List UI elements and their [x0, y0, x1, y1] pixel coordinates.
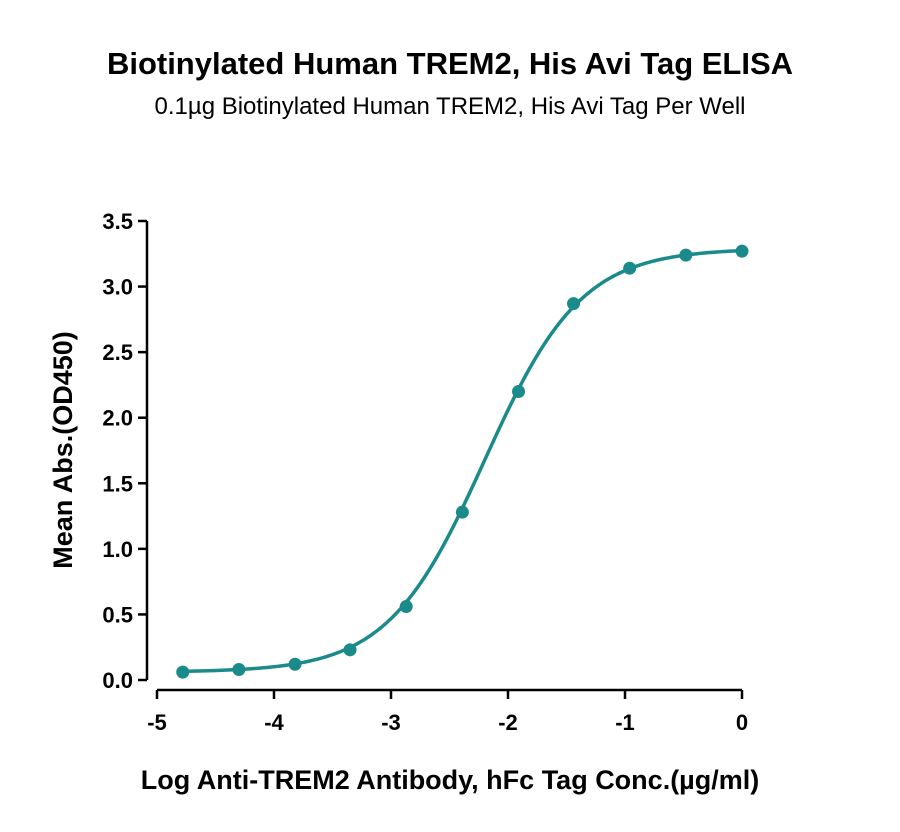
data-point — [232, 663, 246, 677]
x-tick-label: -4 — [264, 710, 284, 735]
data-point — [288, 657, 302, 671]
y-tick-label: 2.0 — [102, 406, 133, 431]
y-tick-label: 3.0 — [102, 275, 133, 300]
data-point — [679, 248, 693, 262]
data-points-layer — [176, 244, 749, 679]
y-tick-label: 1.5 — [102, 471, 133, 496]
fit-curve-layer — [182, 248, 743, 674]
chart-subtitle: 0.1µg Biotinylated Human TREM2, His Avi … — [155, 93, 746, 120]
x-tick-label: -5 — [147, 710, 167, 735]
y-axis-label: Mean Abs.(OD450) — [48, 331, 78, 569]
axes: 0.0 0.5 1.0 1.5 2.0 2.5 3.0 3.5 -5 -4 -3 -2 -1 0 — [102, 209, 748, 735]
data-point — [512, 384, 526, 398]
data-point — [735, 244, 749, 258]
x-tick-label: -3 — [381, 710, 401, 735]
data-point — [176, 665, 190, 679]
y-tick-label: 0.0 — [102, 668, 133, 693]
y-tick-label: 1.0 — [102, 537, 133, 562]
data-point — [343, 643, 357, 657]
y-tick-label: 2.5 — [102, 340, 133, 365]
fit-curve — [182, 248, 743, 674]
y-tick-label: 0.5 — [102, 602, 133, 627]
data-point — [399, 600, 413, 614]
x-tick-label: 0 — [736, 710, 748, 735]
chart-title: Biotinylated Human TREM2, His Avi Tag EL… — [107, 46, 793, 81]
data-point — [567, 297, 581, 311]
x-axis-label: Log Anti-TREM2 Antibody, hFc Tag Conc.(µ… — [141, 765, 759, 795]
x-tick-label: -1 — [615, 710, 635, 735]
y-tick-label: 3.5 — [102, 209, 133, 234]
data-point — [455, 505, 469, 519]
data-point — [623, 261, 637, 275]
x-tick-label: -2 — [498, 710, 518, 735]
